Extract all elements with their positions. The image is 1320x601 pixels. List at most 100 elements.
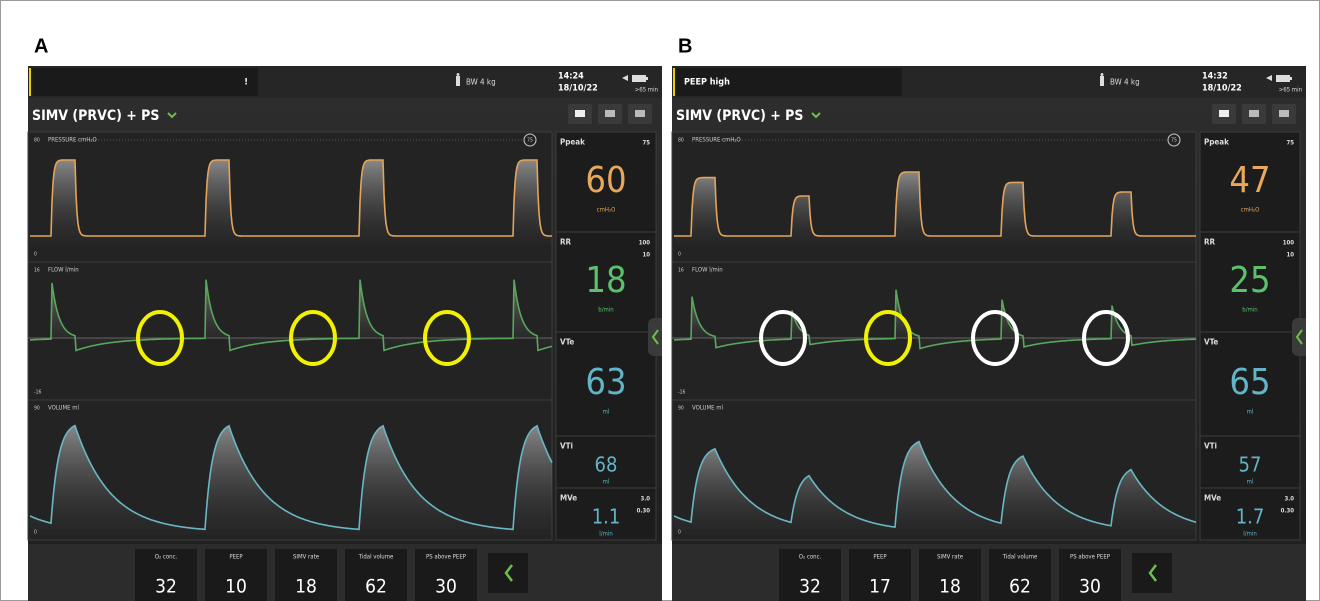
setting-value: 18 <box>295 576 317 598</box>
readout-unit: b/min <box>598 307 613 314</box>
readout-low-limit: 0.30 <box>1281 508 1295 515</box>
readout-unit: b/min <box>1242 307 1257 314</box>
settings-more-button[interactable] <box>488 553 528 593</box>
setting-value: 32 <box>155 576 177 598</box>
readout-name: Ppeak <box>1204 138 1229 147</box>
waveform-scale-top: 90 <box>34 406 40 412</box>
readout-low-limit: 10 <box>1286 252 1294 259</box>
time: 14:32 <box>1202 72 1228 82</box>
waveform-scale-top: 80 <box>34 138 40 144</box>
battery-time: >65 min <box>635 87 658 94</box>
waveform-scale-bottom: 0 <box>34 252 37 258</box>
setting-label: Tidal volume <box>1002 554 1038 561</box>
readout-value: 63 <box>585 362 626 403</box>
setting-value: 32 <box>799 576 821 598</box>
setting-label: O₂ conc. <box>799 554 822 561</box>
readout-high-limit: 3.0 <box>640 496 650 503</box>
waveform-title: PRESSURE cmH₂O <box>48 137 97 144</box>
setting-value: 30 <box>1079 576 1101 598</box>
battery-time: >65 min <box>1279 87 1302 94</box>
waveform-title: FLOW l/min <box>48 267 79 274</box>
readout-name: MVe <box>560 494 577 503</box>
patient-icon <box>1100 73 1104 86</box>
readout-name: Ppeak <box>560 138 585 147</box>
body-weight: BW 4 kg <box>466 78 496 87</box>
alarm-text: ! <box>244 78 248 88</box>
figure: A!BW 4 kg14:2418/10/22>65 minSIMV (PRVC)… <box>0 0 1320 601</box>
readout-unit: cmH₂O <box>1241 207 1260 214</box>
panel-label: A <box>34 35 48 57</box>
toolbar-icon <box>635 110 645 117</box>
waveform-title: VOLUME ml <box>692 405 723 412</box>
readout-value: 60 <box>585 160 626 201</box>
setting-value: 62 <box>365 576 387 598</box>
date: 18/10/22 <box>558 84 598 94</box>
readout-name: RR <box>560 238 572 247</box>
waveform-scale-bottom: 0 <box>34 530 37 536</box>
waveform-scale-bottom: 0 <box>678 252 681 258</box>
readout-high-limit: 3.0 <box>1284 496 1294 503</box>
toolbar-icon <box>575 110 585 117</box>
readout-unit: l/min <box>599 531 613 538</box>
readout-name: VTi <box>1204 442 1217 451</box>
readout-value: 18 <box>585 260 626 301</box>
readout-unit: l/min <box>1243 531 1257 538</box>
date: 18/10/22 <box>1202 84 1242 94</box>
setting-label: PEEP <box>873 554 887 561</box>
setting-value: 17 <box>869 576 891 598</box>
readout-name: VTi <box>560 442 573 451</box>
ventilation-mode: SIMV (PRVC) + PS <box>32 108 159 124</box>
waveform-scale-bottom: -16 <box>34 390 41 396</box>
side-panel-tab[interactable] <box>1292 318 1306 356</box>
readout-value: 47 <box>1229 160 1270 201</box>
readout-name: MVe <box>1204 494 1221 503</box>
alarm-text: PEEP high <box>684 78 730 88</box>
setting-label: SIMV rate <box>937 554 964 561</box>
readout-value: 57 <box>1239 453 1262 477</box>
setting-label: PS above PEEP <box>426 554 467 561</box>
setting-value: 18 <box>939 576 961 598</box>
waveform-title: FLOW l/min <box>692 267 723 274</box>
pressure-limit: 75 <box>1171 138 1177 144</box>
patient-icon <box>456 73 460 86</box>
waveform-title: VOLUME ml <box>48 405 79 412</box>
toolbar-icon <box>1249 110 1259 117</box>
ventilation-mode: SIMV (PRVC) + PS <box>676 108 803 124</box>
readout-high-limit: 100 <box>1283 240 1295 247</box>
setting-value: 10 <box>225 576 247 598</box>
readout-value: 68 <box>595 453 618 477</box>
readout-unit: ml <box>603 479 610 486</box>
setting-label: O₂ conc. <box>155 554 178 561</box>
readout-name: VTe <box>1204 338 1218 347</box>
waveform-scale-top: 90 <box>678 406 684 412</box>
toolbar-icon <box>605 110 615 117</box>
waveform-scale-bottom: -16 <box>678 390 685 396</box>
waveform-scale-top: 16 <box>678 268 684 274</box>
settings-more-button[interactable] <box>1132 553 1172 593</box>
side-panel-tab[interactable] <box>648 318 662 356</box>
page: {"panels": [ {"label": "A", "alarm": "!"… <box>0 0 1320 601</box>
waveform-scale-top: 16 <box>34 268 40 274</box>
readout-value: 65 <box>1229 362 1270 403</box>
readout-unit: cmH₂O <box>597 207 616 214</box>
readout-low-limit: 0.30 <box>637 508 651 515</box>
readout-unit: ml <box>603 409 610 416</box>
waveform-scale-top: 80 <box>678 138 684 144</box>
readout-high-limit: 75 <box>1286 140 1294 147</box>
panel-label: B <box>678 35 692 57</box>
setting-label: PS above PEEP <box>1070 554 1111 561</box>
readout-high-limit: 75 <box>642 140 650 147</box>
readout-value: 25 <box>1229 260 1270 301</box>
readout-unit: ml <box>1247 479 1254 486</box>
toolbar-icon <box>1279 110 1289 117</box>
setting-value: 62 <box>1009 576 1031 598</box>
readout-low-limit: 10 <box>642 252 650 259</box>
readout-name: RR <box>1204 238 1216 247</box>
pressure-limit: 75 <box>527 138 533 144</box>
setting-label: SIMV rate <box>293 554 320 561</box>
waveform-title: PRESSURE cmH₂O <box>692 137 741 144</box>
readout-high-limit: 100 <box>639 240 651 247</box>
body-weight: BW 4 kg <box>1110 78 1140 87</box>
readout-unit: ml <box>1247 409 1254 416</box>
readout-name: VTe <box>560 338 574 347</box>
